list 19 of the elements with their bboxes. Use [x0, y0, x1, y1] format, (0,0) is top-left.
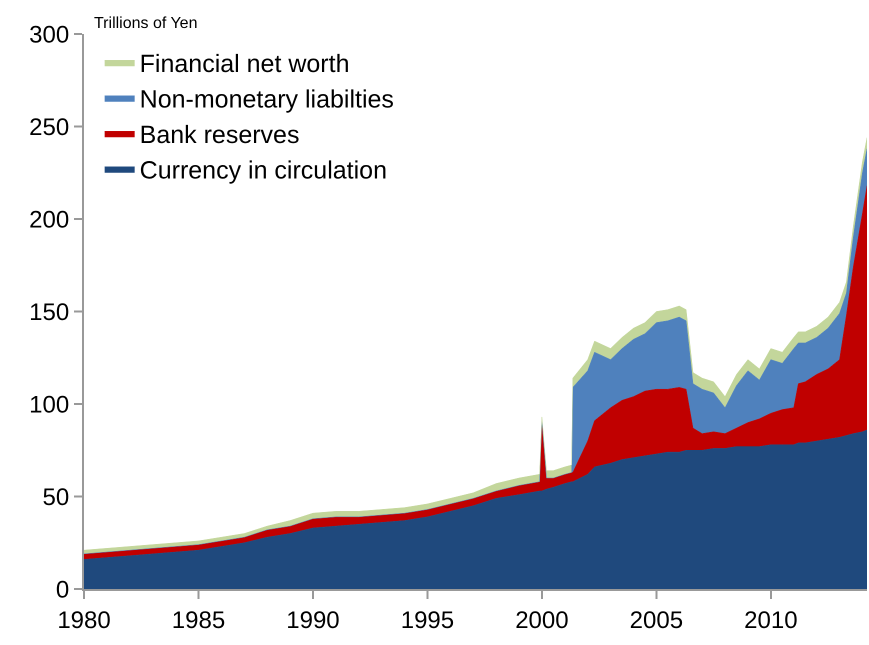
y-tick-label: 150: [29, 298, 70, 326]
x-tick-label: 2010: [744, 606, 798, 634]
legend-label: Financial net worth: [140, 50, 350, 78]
y-tick-label: 100: [29, 391, 70, 418]
y-axis-title: Trillions of Yen: [94, 15, 198, 32]
legend-label: Currency in circulation: [140, 156, 387, 185]
y-tick-label: 0: [56, 576, 70, 604]
y-tick-label: 200: [29, 206, 70, 234]
y-tick-label: 50: [42, 484, 70, 511]
x-tick-label: 1990: [286, 606, 340, 634]
x-tick-label: 2000: [515, 606, 569, 634]
legend-label: Bank reserves: [140, 121, 300, 150]
legend-label: Non-monetary liabilties: [140, 86, 394, 114]
x-tick-label: 1985: [172, 606, 226, 634]
y-tick-label: 250: [29, 114, 70, 141]
x-tick-label: 2005: [630, 606, 684, 634]
y-tick-label: 300: [29, 21, 70, 48]
x-tick-label: 1980: [57, 606, 111, 634]
x-tick-label: 1995: [400, 606, 454, 634]
